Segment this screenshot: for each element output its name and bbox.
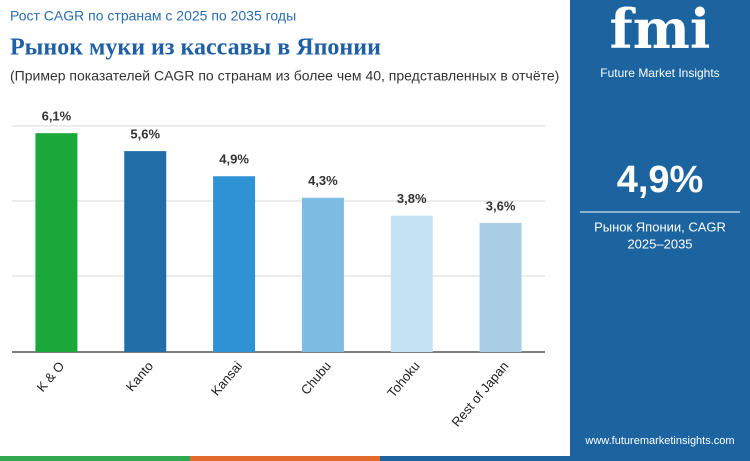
headline-value: 4,9% xyxy=(617,159,704,201)
footer-strip xyxy=(380,456,750,461)
data-label: 4,3% xyxy=(308,173,338,188)
data-label: 3,8% xyxy=(397,191,427,206)
footer-strip xyxy=(0,456,190,461)
caption: Рынок Японии, CAGR xyxy=(594,219,726,234)
caption: 2025–2035 xyxy=(627,236,692,251)
supertitle: Рост CAGR по странам с 2025 по 2035 годы xyxy=(10,8,296,24)
data-label: 6,1% xyxy=(42,109,72,124)
data-label: 4,9% xyxy=(219,152,249,167)
website-url: www.futuremarketinsights.com xyxy=(584,435,734,447)
brand-tagline: Future Market Insights xyxy=(600,66,719,80)
chart-title: Рынок муки из кассавы в Японии xyxy=(10,35,381,61)
side-panel xyxy=(570,0,750,461)
footer-strip xyxy=(190,456,380,461)
bar xyxy=(35,133,78,352)
brand-logo: fmi xyxy=(610,0,711,61)
data-label: 3,6% xyxy=(486,198,516,213)
data-label: 5,6% xyxy=(130,127,160,142)
bar xyxy=(124,151,167,352)
chart-subtitle: (Пример показателей CAGR по странам из б… xyxy=(10,68,559,84)
bar xyxy=(390,215,433,352)
bar xyxy=(213,176,256,352)
bar xyxy=(479,222,522,352)
bar xyxy=(301,197,344,352)
